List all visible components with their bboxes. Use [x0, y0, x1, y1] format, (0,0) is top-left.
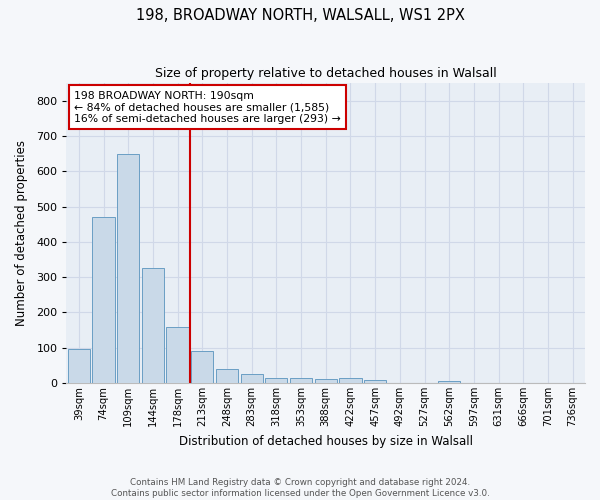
X-axis label: Distribution of detached houses by size in Walsall: Distribution of detached houses by size … — [179, 434, 473, 448]
Bar — [191, 352, 214, 383]
Bar — [92, 217, 115, 383]
Title: Size of property relative to detached houses in Walsall: Size of property relative to detached ho… — [155, 68, 497, 80]
Text: 198 BROADWAY NORTH: 190sqm
← 84% of detached houses are smaller (1,585)
16% of s: 198 BROADWAY NORTH: 190sqm ← 84% of deta… — [74, 90, 341, 124]
Bar — [216, 369, 238, 383]
Bar — [290, 378, 312, 383]
Bar — [438, 381, 460, 383]
Text: 198, BROADWAY NORTH, WALSALL, WS1 2PX: 198, BROADWAY NORTH, WALSALL, WS1 2PX — [136, 8, 464, 22]
Bar — [166, 328, 189, 383]
Bar — [314, 379, 337, 383]
Bar — [364, 380, 386, 383]
Text: Contains HM Land Registry data © Crown copyright and database right 2024.
Contai: Contains HM Land Registry data © Crown c… — [110, 478, 490, 498]
Bar — [117, 154, 139, 383]
Bar — [68, 350, 90, 383]
Bar — [265, 378, 287, 383]
Bar — [142, 268, 164, 383]
Bar — [340, 378, 362, 383]
Y-axis label: Number of detached properties: Number of detached properties — [15, 140, 28, 326]
Bar — [241, 374, 263, 383]
